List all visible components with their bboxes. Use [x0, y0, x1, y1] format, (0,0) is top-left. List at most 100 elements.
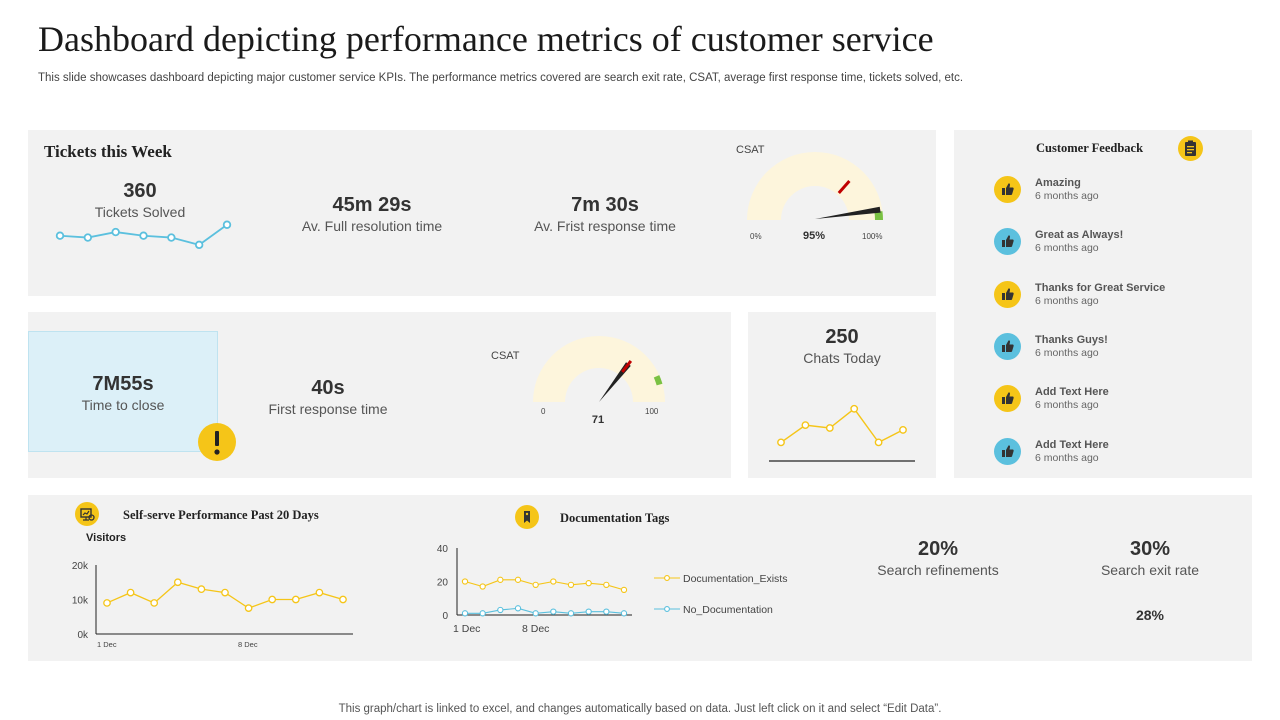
doc-series-0-point	[497, 576, 504, 583]
csat-gauge-2-title: CSAT	[491, 350, 520, 362]
visitors-point	[150, 599, 159, 607]
csat-gauge-1-max: 100%	[862, 232, 883, 241]
doc-series-0-point	[585, 580, 592, 587]
thumbs-up-icon	[994, 280, 1021, 308]
footer-note: This graph/chart is linked to excel, and…	[338, 703, 942, 715]
doc-series-0-point	[532, 581, 539, 588]
thumbs-up-icon	[994, 437, 1021, 465]
x-tick-label: 1 Dec	[453, 623, 480, 635]
doc-series-1-point	[603, 608, 610, 615]
csat-gauge-2	[533, 336, 665, 402]
csat-gauge-2-max: 100	[645, 407, 659, 416]
doc-series-0-line	[464, 579, 625, 591]
search-extra-value: 28%	[1135, 607, 1165, 623]
tickets-point	[55, 231, 65, 240]
y-tick-label: 10k	[72, 596, 89, 607]
warning-icon	[198, 423, 236, 461]
documentation-chart: 0 20 40 Documentation_Exists No_Documentatio…	[437, 544, 788, 635]
y-tick-label: 20	[437, 578, 449, 589]
thumbs-up-icon	[994, 385, 1021, 413]
chats-point	[801, 421, 810, 430]
doc-series-1-point	[461, 610, 469, 617]
doc-series-0-point	[461, 578, 469, 585]
doc-series-1-point	[532, 610, 539, 617]
feedback-item-title: Great as Always!	[1035, 229, 1124, 242]
tickets-point	[139, 231, 148, 240]
selfserve-chart: 0k 10k 20k 1 Dec 8 Dec	[72, 561, 353, 649]
doc-series-1-point	[479, 610, 486, 617]
csat-gauge-1-title: CSAT	[736, 144, 765, 156]
doc-series-0-point	[603, 581, 610, 588]
chats-line	[780, 407, 904, 444]
legend-label: Documentation_Exists	[683, 573, 787, 585]
tickets-sparkline	[55, 220, 232, 250]
tickets-point	[83, 233, 93, 242]
search-exit-label: Search exit rate	[1100, 562, 1200, 578]
gauge-red-marker	[621, 359, 633, 373]
doc-series-0-point	[620, 586, 628, 594]
search-exit-value: 30%	[1129, 538, 1171, 560]
visitors-point	[315, 588, 324, 597]
visitors-point	[221, 588, 229, 597]
chats-point	[825, 424, 834, 432]
x-tick-label: 8 Dec	[522, 623, 549, 635]
selfserve-series-label: Visitors	[86, 532, 127, 544]
tickets-solved-label: Tickets Solved	[94, 204, 186, 220]
resolution-time-label: Av. Full resolution time	[301, 218, 443, 234]
gauge-green-zone	[874, 211, 883, 220]
visitors-point	[268, 595, 277, 604]
performance-chart-icon	[75, 502, 99, 526]
doc-series-0-point	[479, 583, 486, 590]
time-to-close-highlight	[28, 331, 218, 452]
feedback-item-title: Amazing	[1035, 177, 1081, 189]
feedback-item-time: 6 months ago	[1035, 399, 1099, 412]
doc-series-1-point	[514, 605, 522, 612]
y-tick-label: 0k	[77, 630, 89, 641]
clipboard-icon	[1178, 136, 1203, 161]
csat-gauge-1-min: 0%	[750, 232, 762, 241]
gauge-track	[533, 336, 665, 402]
csat-gauge-2-min: 0	[541, 407, 546, 416]
chats-point	[899, 426, 907, 434]
time-to-close-value: 7M55s	[92, 373, 154, 395]
tickets-heading: Tickets this Week	[44, 142, 172, 161]
doc-series-0-point	[567, 581, 575, 588]
visitors-point	[103, 599, 111, 607]
chats-value: 250	[825, 326, 859, 348]
gauge-green-zone	[653, 375, 663, 386]
chats-label: Chats Today	[803, 350, 881, 366]
feedback-item-time: 6 months ago	[1035, 346, 1099, 359]
feedback-item-title: Thanks for Great Service	[1035, 281, 1166, 294]
response-time-label: Av. Frist response time	[534, 218, 676, 234]
tickets-point	[167, 233, 176, 242]
tickets-point	[194, 240, 204, 250]
doc-series-0-point	[514, 576, 522, 583]
doc-series-1-point	[585, 608, 592, 615]
legend-label: No_Documentation	[683, 604, 773, 616]
feedback-item-time: 6 months ago	[1035, 190, 1099, 202]
doc-series-1-line	[465, 607, 625, 614]
bottom-panel	[28, 495, 1252, 661]
visitors-point	[173, 578, 182, 587]
visitors-point	[291, 595, 300, 604]
resolution-time-value: 45m 29s	[332, 194, 412, 216]
feedback-heading: Customer Feedback	[1036, 141, 1144, 155]
feedback-item-title: Thanks Guys!	[1035, 333, 1108, 346]
visitors-point	[126, 588, 135, 597]
legend-marker	[664, 606, 670, 612]
tickets-point	[222, 220, 232, 229]
response-time-value: 7m 30s	[571, 194, 639, 216]
csat-gauge-1	[747, 152, 883, 220]
chats-sparkline	[769, 404, 915, 462]
doc-series-1-point	[550, 608, 557, 615]
feedback-item-title: Add Text Here	[1035, 438, 1109, 451]
tickets-solved-value: 360	[123, 180, 157, 202]
time-to-close-label: Time to close	[81, 397, 165, 413]
chats-point	[850, 404, 859, 413]
legend-marker	[664, 575, 670, 581]
feedback-item-time: 6 months ago	[1035, 451, 1099, 464]
gauge-needle	[815, 206, 881, 219]
tag-icon	[515, 505, 539, 529]
y-tick-label: 0	[442, 611, 448, 622]
feedback-item-title: Add Text Here	[1035, 386, 1109, 399]
